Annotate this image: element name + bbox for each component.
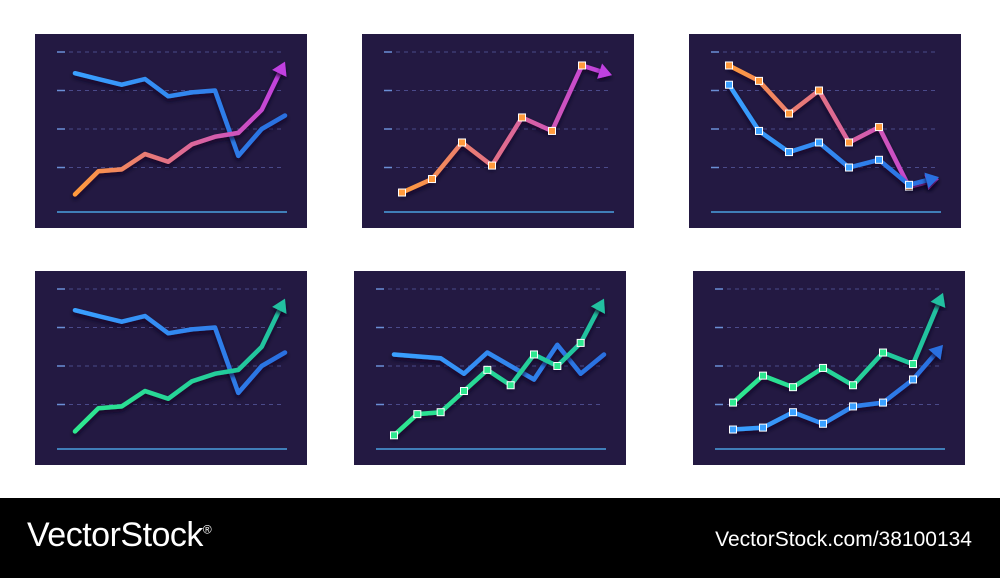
chart-svg	[57, 51, 288, 213]
data-point-marker	[483, 365, 492, 374]
data-point-marker	[530, 350, 538, 359]
data-point-marker	[875, 123, 883, 132]
data-point-marker	[428, 175, 436, 184]
brand-logo: VectorStock®	[27, 516, 212, 554]
arrowhead-icon	[928, 344, 943, 360]
data-point-marker	[578, 61, 586, 70]
data-point-marker	[909, 360, 917, 369]
data-point-marker	[849, 402, 857, 411]
chart-svg	[711, 51, 941, 213]
arrowhead-icon	[272, 61, 287, 77]
chart-panel-3	[689, 34, 961, 228]
chart-svg	[384, 51, 614, 213]
chart-svg	[57, 288, 288, 450]
watermark-footer: VectorStock® VectorStock.com/38100134	[0, 498, 1000, 578]
data-point-marker	[845, 138, 853, 147]
data-point-marker	[506, 381, 515, 390]
chart-panel-6	[693, 271, 965, 465]
data-point-marker	[488, 161, 496, 170]
series-line-blue	[72, 70, 288, 159]
series-line-orange_pink	[726, 63, 932, 190]
data-point-marker	[390, 431, 398, 440]
data-point-marker	[879, 398, 887, 407]
data-point-marker	[458, 138, 466, 147]
data-point-marker	[576, 338, 585, 347]
data-point-marker	[819, 363, 827, 372]
data-point-marker	[729, 425, 737, 434]
series-line-orange_pink	[399, 63, 605, 195]
data-point-marker	[755, 76, 763, 85]
data-point-marker	[759, 371, 767, 380]
series-line-green	[391, 305, 602, 438]
chart-panel-2	[362, 34, 634, 228]
arrowhead-icon	[590, 298, 606, 314]
chart-panel-5	[354, 271, 626, 465]
series-line-blue	[726, 82, 932, 188]
data-point-marker	[819, 419, 827, 428]
data-point-marker	[845, 163, 853, 172]
chart-svg	[376, 288, 607, 450]
series-line-blue	[730, 350, 939, 432]
series-line-blue	[72, 307, 288, 396]
data-point-marker	[815, 138, 823, 147]
data-point-marker	[785, 148, 793, 157]
series-line-blue	[391, 342, 607, 382]
data-point-marker	[398, 188, 406, 197]
series-line-green	[730, 299, 942, 405]
chart-panel-4	[35, 271, 307, 465]
data-point-marker	[849, 381, 857, 390]
data-point-marker	[413, 410, 422, 419]
data-point-marker	[729, 398, 737, 407]
arrowhead-icon	[597, 63, 612, 79]
arrowhead-icon	[924, 172, 939, 189]
data-point-marker	[789, 408, 797, 417]
chart-panel-1	[35, 34, 307, 228]
data-point-marker	[875, 155, 883, 164]
data-point-marker	[460, 387, 468, 396]
image-id: VectorStock.com/38100134	[715, 528, 972, 551]
series-line-orange_pink	[72, 68, 283, 197]
data-point-marker	[436, 408, 445, 417]
data-point-marker	[548, 126, 556, 135]
data-point-marker	[909, 375, 917, 384]
data-point-marker	[759, 423, 767, 432]
data-point-marker	[879, 348, 887, 357]
data-point-marker	[905, 180, 913, 189]
data-point-marker	[815, 86, 823, 95]
chart-svg	[715, 288, 946, 450]
data-point-marker	[553, 362, 562, 370]
data-point-marker	[725, 80, 733, 89]
data-point-marker	[725, 61, 733, 70]
data-point-marker	[755, 126, 763, 135]
data-point-marker	[518, 113, 526, 122]
data-point-marker	[789, 383, 797, 392]
arrowhead-icon	[930, 292, 946, 308]
series-line-green	[72, 305, 283, 434]
data-point-marker	[785, 109, 793, 118]
arrowhead-icon	[272, 298, 287, 314]
